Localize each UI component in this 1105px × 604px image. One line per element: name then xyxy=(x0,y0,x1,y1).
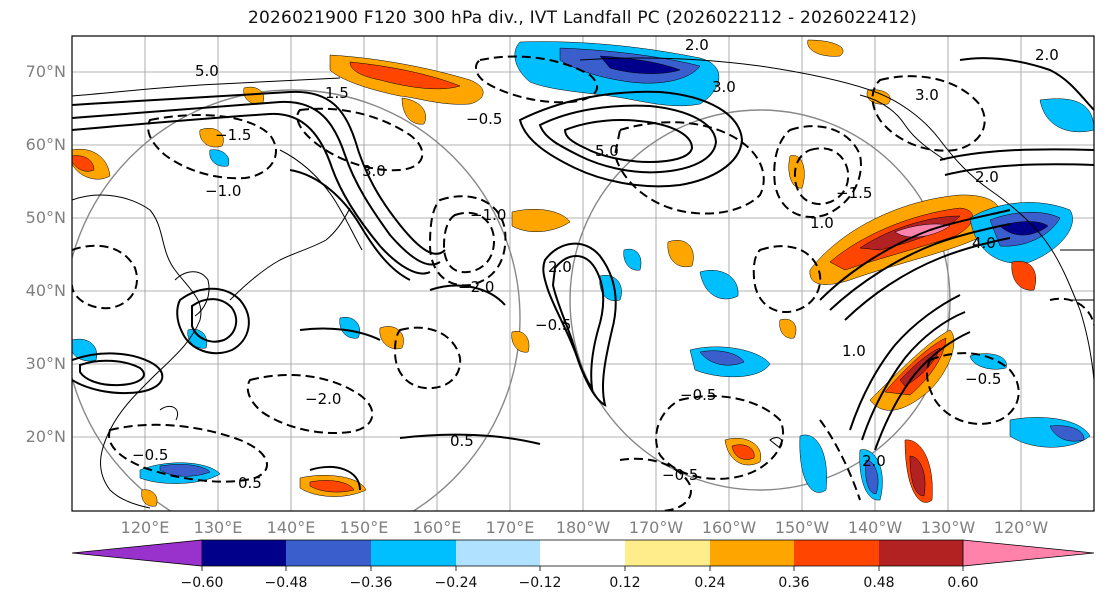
lon-label: 140°W xyxy=(847,518,903,537)
contour-label: −0.5 xyxy=(662,466,698,484)
contour-label: 2.0 xyxy=(975,168,999,186)
colorbar-segment xyxy=(456,540,540,566)
contour-label: 4.0 xyxy=(972,234,996,252)
colorbar-segment xyxy=(202,540,286,566)
contour-label: 2.0 xyxy=(548,258,572,276)
contour-label: 5.0 xyxy=(595,142,619,160)
colorbar-segment xyxy=(286,540,371,566)
colorbar-tick-label: 0.48 xyxy=(863,575,895,591)
colorbar-tick-label: −0.24 xyxy=(434,575,478,591)
lon-label: 150°E xyxy=(339,518,389,537)
colorbar-tick-label: 0.60 xyxy=(947,575,979,591)
lat-label: 50°N xyxy=(25,208,66,227)
contour-label: 2.0 xyxy=(685,36,709,54)
ivt-contours-solid xyxy=(72,57,1094,491)
lon-label: 170°W xyxy=(628,518,684,537)
colorbar xyxy=(71,539,1095,571)
colorbar-extend-right xyxy=(962,539,1095,567)
lon-label: 180°W xyxy=(555,518,611,537)
lat-label: 20°N xyxy=(25,427,66,446)
contour-label: 1.0 xyxy=(810,214,834,232)
contour-label: −1.5 xyxy=(836,184,872,202)
lon-label: 140°E xyxy=(266,518,316,537)
contour-label: −2.0 xyxy=(458,278,494,296)
contour-label: −2.0 xyxy=(305,390,341,408)
contour-label: −0.5 xyxy=(466,110,502,128)
lon-label: 130°W xyxy=(920,518,976,537)
colorbar-tick-label: 0.36 xyxy=(778,575,810,591)
map-title: 2026021900 F120 300 hPa div., IVT Landfa… xyxy=(248,8,917,28)
lon-label: 170°E xyxy=(485,518,535,537)
lat-label: 30°N xyxy=(25,354,66,373)
colorbar-tick-label: 0.24 xyxy=(694,575,726,591)
contour-label: 1.0 xyxy=(842,342,866,360)
lat-label: 40°N xyxy=(25,281,66,300)
contour-label: 0.5 xyxy=(238,474,262,492)
colorbar-extend-left xyxy=(71,539,203,567)
contour-label: 5.0 xyxy=(195,62,219,80)
colorbar-tick-label: −0.36 xyxy=(349,575,393,591)
colorbar-tick-label: 0.12 xyxy=(609,575,641,591)
lat-label: 70°N xyxy=(25,62,66,81)
colorbar-tick-label: −0.60 xyxy=(180,575,224,591)
colorbar-tick-label: −0.12 xyxy=(518,575,562,591)
lon-label: 120°W xyxy=(993,518,1049,537)
ivt-contours-dashed xyxy=(72,55,1094,511)
contour-label: −0.5 xyxy=(680,386,716,404)
colorbar-tick-label: −0.48 xyxy=(264,575,308,591)
contour-label: 2.0 xyxy=(862,452,886,470)
contour-label: 3.0 xyxy=(915,86,939,104)
contour-label: 2.0 xyxy=(1035,46,1059,64)
contour-label: −1.0 xyxy=(205,182,241,200)
contour-label: 3.0 xyxy=(712,78,736,96)
lon-label: 160°E xyxy=(412,518,462,537)
lon-label: 150°W xyxy=(774,518,830,537)
colorbar-segment xyxy=(371,540,456,566)
plot-area: 2.0 5.0 3.0 1.5 −0.5 −1.0 −1.5 −2.0 0.5 … xyxy=(72,36,1094,511)
contour-label: −0.5 xyxy=(965,370,1001,388)
colorbar-segment xyxy=(879,540,963,566)
lon-label: 130°E xyxy=(193,518,243,537)
contour-label: 0.5 xyxy=(450,432,474,450)
colorbar-segment xyxy=(540,540,625,566)
divergence-shading xyxy=(72,39,1094,507)
coastlines xyxy=(72,57,1094,509)
contour-labels: 2.0 5.0 3.0 1.5 −0.5 −1.0 −1.5 −2.0 0.5 … xyxy=(132,36,1059,492)
contour-label: −1.0 xyxy=(470,206,506,224)
contour-label: 3.0 xyxy=(362,162,386,180)
plot-frame xyxy=(71,35,1095,512)
colorbar-segment xyxy=(710,540,794,566)
lat-label: 60°N xyxy=(25,135,66,154)
contour-label: −1.5 xyxy=(215,126,251,144)
lon-label: 120°E xyxy=(120,518,170,537)
colorbar-segment xyxy=(794,540,879,566)
contour-label: −0.5 xyxy=(132,446,168,464)
colorbar-segment xyxy=(625,540,710,566)
lon-label: 160°W xyxy=(701,518,757,537)
contour-label: 1.5 xyxy=(325,84,349,102)
contour-label: −0.5 xyxy=(535,316,571,334)
